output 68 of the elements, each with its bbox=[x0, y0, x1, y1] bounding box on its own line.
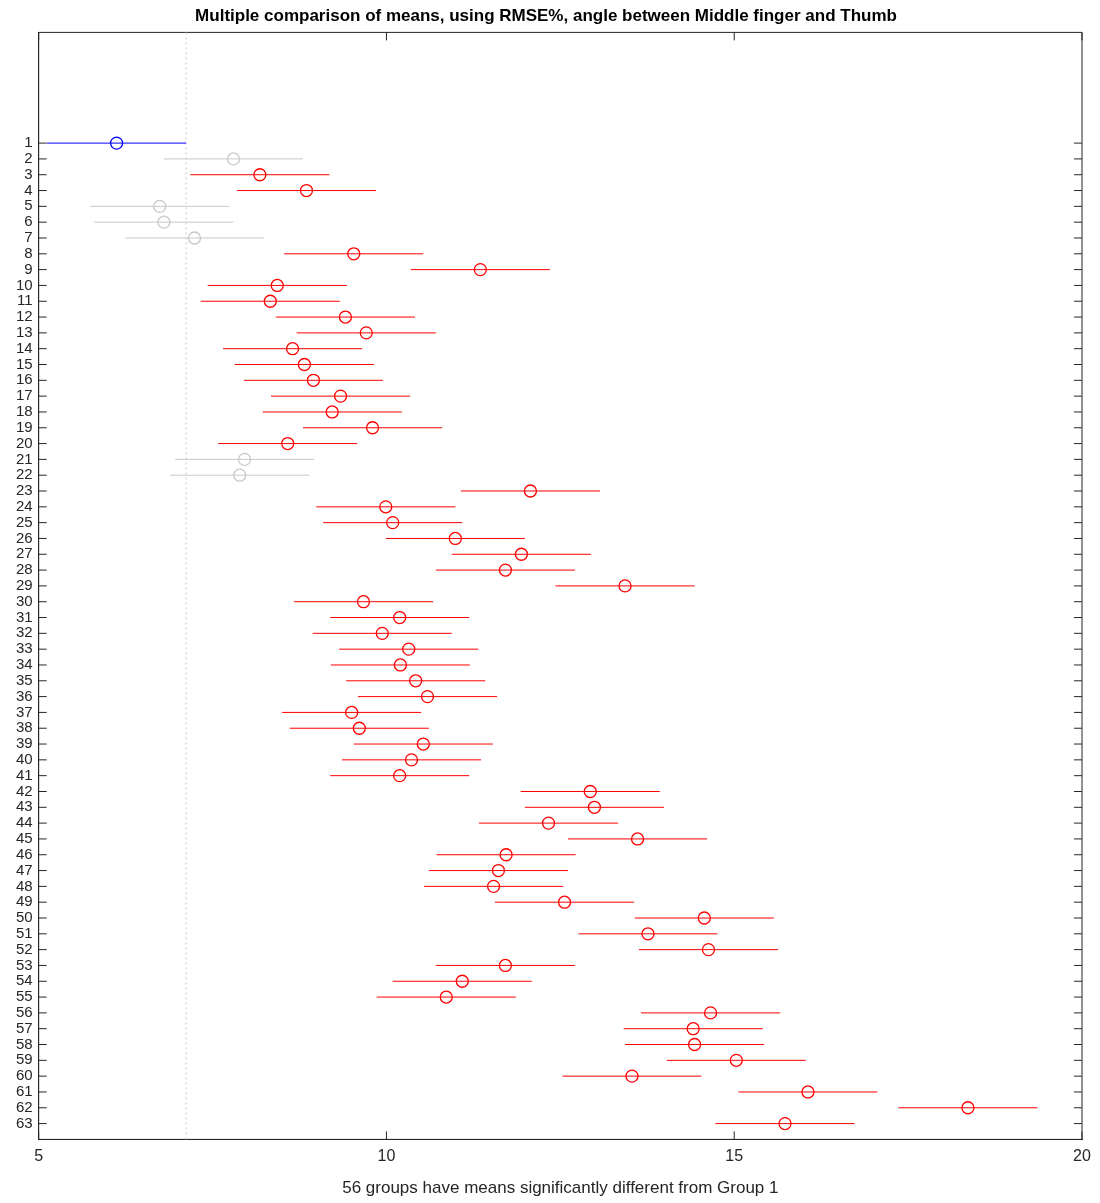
y-tick-label: 56 bbox=[16, 1003, 33, 1021]
y-tick-label: 46 bbox=[16, 844, 33, 862]
y-tick-label: 44 bbox=[16, 813, 33, 831]
y-tick-label: 53 bbox=[16, 955, 33, 973]
y-tick-label: 49 bbox=[16, 892, 33, 910]
y-tick-label: 23 bbox=[16, 481, 33, 499]
y-tick-label: 63 bbox=[16, 1113, 33, 1131]
y-tick-label: 43 bbox=[16, 797, 33, 815]
y-tick-label: 35 bbox=[16, 670, 33, 688]
y-tick-label: 20 bbox=[16, 433, 33, 451]
y-tick-label: 51 bbox=[16, 923, 33, 941]
y-tick-label: 16 bbox=[16, 370, 33, 388]
y-tick-label: 8 bbox=[24, 243, 33, 261]
x-tick-label: 20 bbox=[1073, 1147, 1091, 1165]
y-tick-label: 58 bbox=[16, 1034, 33, 1052]
y-tick-label: 62 bbox=[16, 1097, 33, 1115]
y-tick-label: 48 bbox=[16, 876, 33, 894]
y-tick-label: 1 bbox=[24, 133, 33, 151]
y-tick-label: 13 bbox=[16, 323, 33, 341]
y-tick-label: 38 bbox=[16, 718, 33, 736]
y-tick-label: 47 bbox=[16, 860, 33, 878]
y-tick-label: 54 bbox=[16, 971, 33, 989]
y-tick-label: 27 bbox=[16, 544, 33, 562]
y-tick-label: 4 bbox=[24, 180, 33, 198]
y-tick-label: 29 bbox=[16, 576, 33, 594]
y-tick-label: 15 bbox=[16, 354, 33, 372]
y-tick-label: 45 bbox=[16, 829, 33, 847]
y-tick-label: 59 bbox=[16, 1050, 33, 1068]
y-tick-label: 40 bbox=[16, 750, 33, 767]
y-tick-label: 7 bbox=[24, 228, 33, 246]
x-axis-title: 56 groups have means significantly different from Group 1 bbox=[342, 1178, 779, 1198]
y-tick-label: 14 bbox=[16, 338, 33, 356]
y-tick-label: 57 bbox=[16, 1018, 33, 1036]
y-tick-label: 61 bbox=[16, 1082, 33, 1100]
y-tick-label: 34 bbox=[16, 655, 33, 673]
y-tick-label: 25 bbox=[16, 512, 33, 530]
y-tick-label: 17 bbox=[16, 386, 33, 404]
y-tick-label: 60 bbox=[16, 1066, 33, 1084]
y-tick-label: 24 bbox=[16, 496, 33, 514]
y-tick-label: 42 bbox=[16, 781, 33, 799]
y-tick-label: 52 bbox=[16, 939, 33, 957]
x-tick-label: 10 bbox=[377, 1147, 396, 1165]
y-tick-label: 12 bbox=[16, 307, 33, 325]
y-tick-label: 6 bbox=[24, 212, 33, 230]
y-tick-label: 19 bbox=[16, 417, 33, 435]
y-tick-label: 18 bbox=[16, 402, 33, 420]
y-tick-label: 21 bbox=[16, 449, 33, 467]
y-tick-label: 50 bbox=[16, 908, 33, 926]
y-tick-label: 39 bbox=[16, 734, 33, 752]
y-tick-label: 9 bbox=[24, 259, 33, 277]
y-tick-label: 31 bbox=[16, 607, 33, 625]
x-tick-label: 15 bbox=[725, 1147, 744, 1165]
y-tick-label: 2 bbox=[24, 149, 33, 167]
chart-title: Multiple comparison of means, using RMSE%, angle between Middle finger and Thumb bbox=[195, 5, 897, 25]
y-tick-label: 28 bbox=[16, 560, 33, 578]
y-tick-label: 10 bbox=[16, 275, 33, 293]
y-tick-label: 5 bbox=[24, 196, 33, 214]
y-tick-label: 3 bbox=[24, 164, 33, 182]
y-tick-label: 33 bbox=[16, 639, 33, 657]
y-tick-label: 22 bbox=[16, 465, 33, 483]
y-tick-label: 37 bbox=[16, 702, 33, 720]
y-tick-label: 41 bbox=[16, 765, 33, 783]
y-tick-label: 11 bbox=[17, 291, 33, 309]
y-tick-label: 55 bbox=[16, 987, 33, 1005]
y-tick-label: 26 bbox=[16, 528, 33, 546]
y-tick-label: 30 bbox=[16, 591, 33, 609]
y-tick-label: 36 bbox=[16, 686, 33, 704]
y-tick-label: 32 bbox=[16, 623, 33, 641]
